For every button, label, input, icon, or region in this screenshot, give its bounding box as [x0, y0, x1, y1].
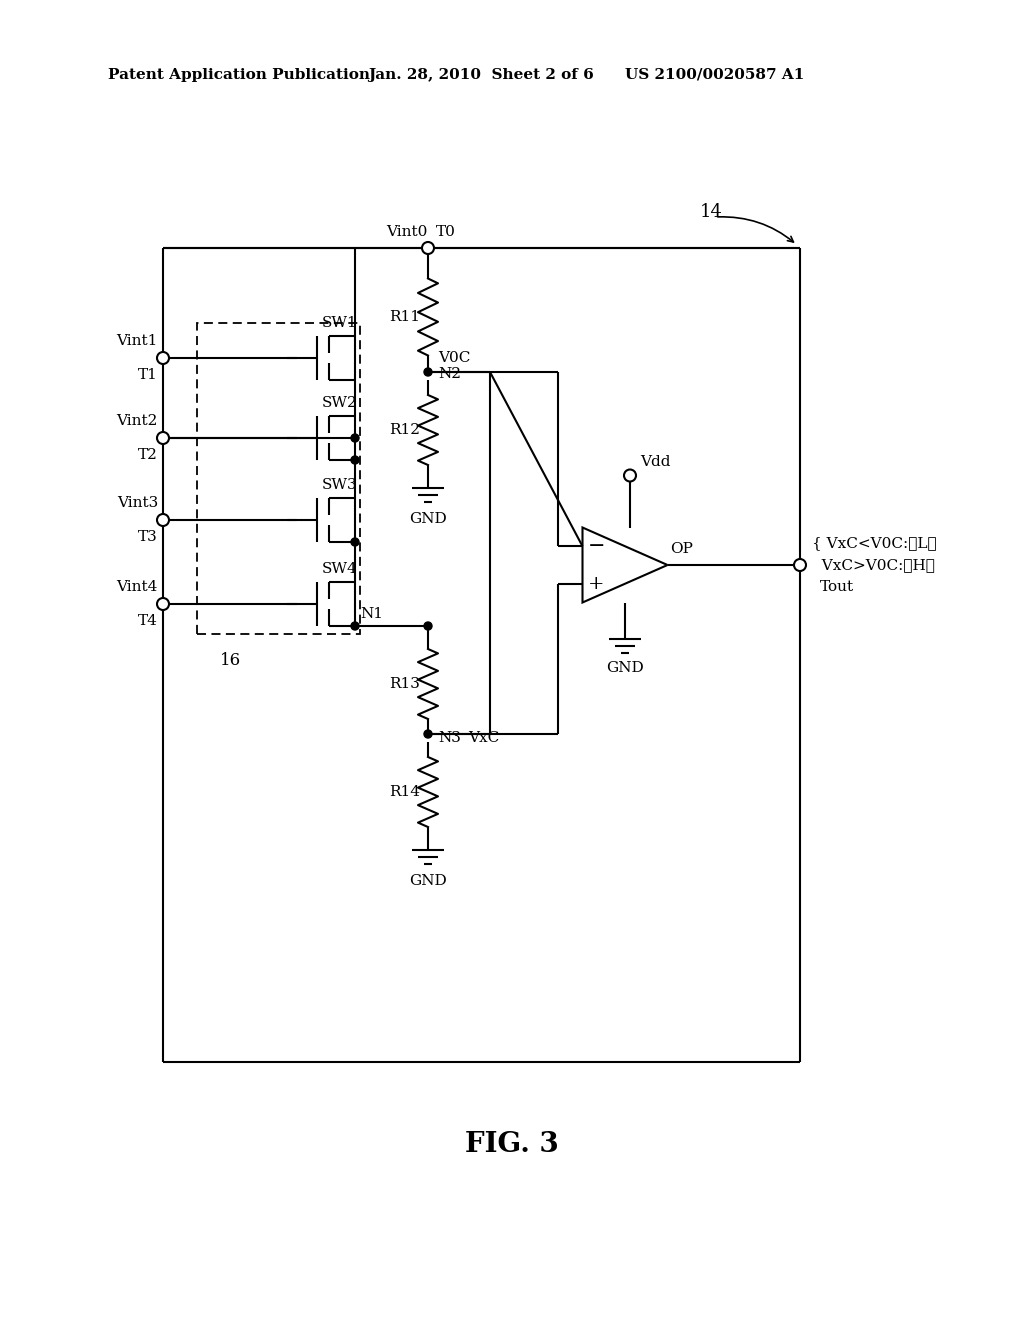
Text: R11: R11: [389, 310, 420, 323]
Text: Vint2: Vint2: [117, 414, 158, 428]
Text: N2: N2: [438, 367, 461, 381]
Circle shape: [157, 513, 169, 525]
Text: T4: T4: [138, 614, 158, 628]
Circle shape: [794, 558, 806, 572]
Text: { VxC<V0C:「L」: { VxC<V0C:「L」: [812, 536, 937, 550]
Circle shape: [351, 455, 359, 465]
Circle shape: [157, 598, 169, 610]
Text: +: +: [588, 574, 605, 593]
Text: Vdd: Vdd: [640, 455, 671, 470]
Text: T0: T0: [436, 224, 456, 239]
Text: OP: OP: [671, 543, 693, 556]
Text: GND: GND: [606, 660, 644, 675]
Text: Vint1: Vint1: [117, 334, 158, 348]
Text: Tout: Tout: [820, 579, 854, 594]
Text: R14: R14: [389, 785, 420, 799]
Text: N1: N1: [360, 607, 383, 620]
Circle shape: [624, 470, 636, 482]
Text: T2: T2: [138, 447, 158, 462]
Text: T3: T3: [138, 531, 158, 544]
Circle shape: [157, 352, 169, 364]
Circle shape: [424, 730, 432, 738]
Text: −: −: [588, 537, 605, 556]
Circle shape: [351, 622, 359, 630]
Text: SW2: SW2: [322, 396, 357, 411]
Text: FIG. 3: FIG. 3: [465, 1131, 559, 1159]
Circle shape: [424, 368, 432, 376]
Text: GND: GND: [410, 874, 446, 888]
Circle shape: [351, 434, 359, 442]
Text: Jan. 28, 2010  Sheet 2 of 6: Jan. 28, 2010 Sheet 2 of 6: [368, 69, 594, 82]
Circle shape: [424, 622, 432, 630]
Text: SW1: SW1: [322, 315, 357, 330]
Text: N3: N3: [438, 731, 461, 744]
Text: 16: 16: [219, 652, 241, 669]
Text: GND: GND: [410, 512, 446, 525]
Text: 14: 14: [700, 203, 723, 220]
Circle shape: [351, 539, 359, 546]
Text: R13: R13: [389, 677, 420, 690]
Circle shape: [422, 242, 434, 253]
Text: SW4: SW4: [322, 562, 357, 576]
Circle shape: [157, 432, 169, 444]
Text: T1: T1: [138, 368, 158, 381]
Text: US 2100/0020587 A1: US 2100/0020587 A1: [625, 69, 805, 82]
Text: VxC>V0C:「H」: VxC>V0C:「H」: [812, 558, 935, 572]
Text: VxC: VxC: [468, 731, 500, 744]
Text: R12: R12: [389, 422, 420, 437]
Bar: [197, 323, 360, 634]
Text: SW3: SW3: [322, 478, 357, 492]
Text: V0C: V0C: [438, 351, 470, 366]
Text: Vint3: Vint3: [117, 496, 158, 510]
Text: Vint4: Vint4: [117, 579, 158, 594]
Text: Patent Application Publication: Patent Application Publication: [108, 69, 370, 82]
Text: Vint0: Vint0: [386, 224, 427, 239]
